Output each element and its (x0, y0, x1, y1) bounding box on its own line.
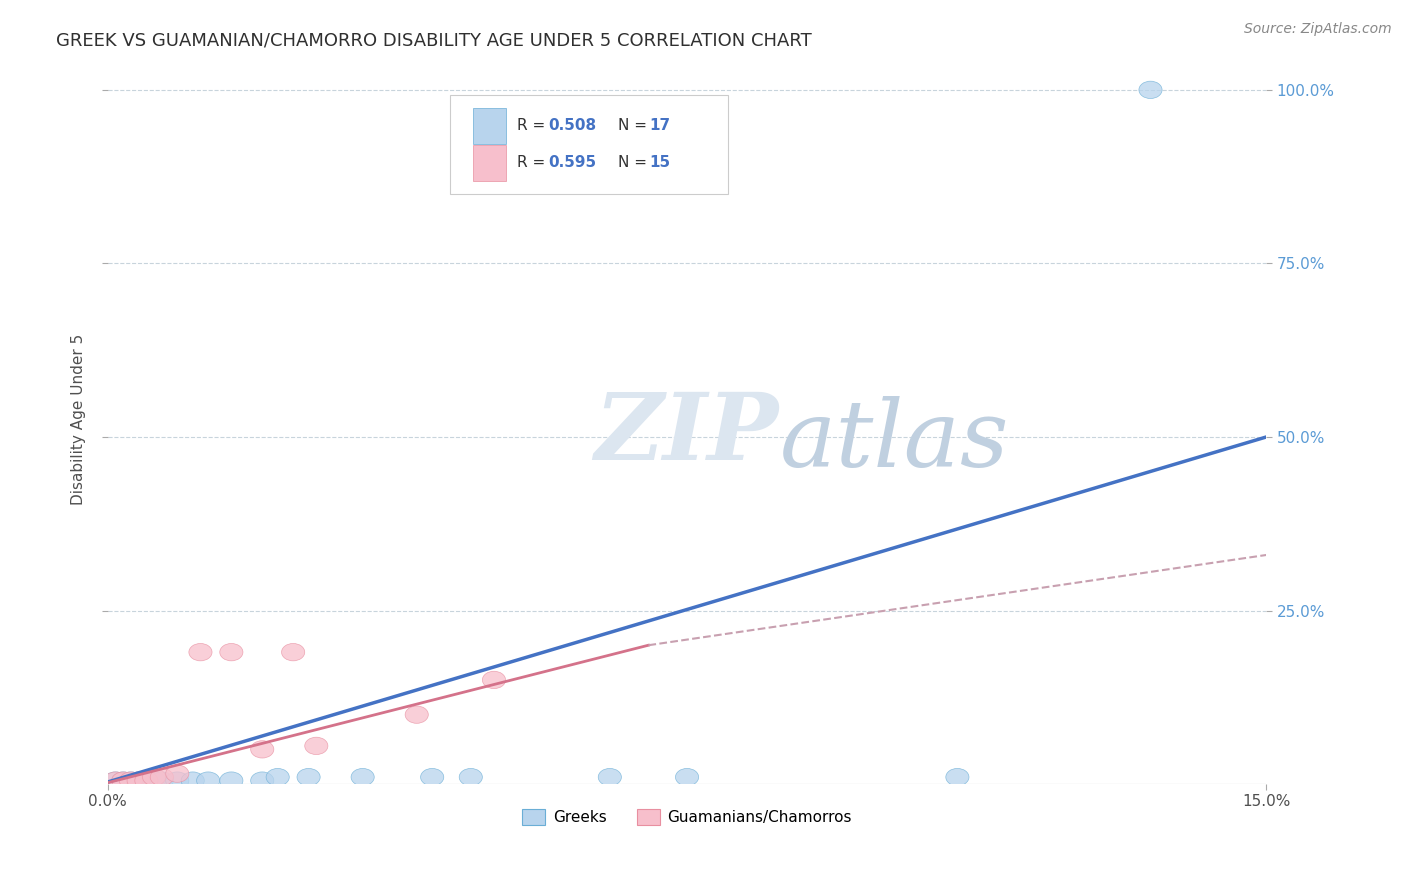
Ellipse shape (460, 768, 482, 786)
Ellipse shape (250, 772, 274, 789)
Ellipse shape (142, 768, 166, 786)
Ellipse shape (675, 768, 699, 786)
Text: 0.508: 0.508 (548, 119, 596, 133)
Ellipse shape (135, 772, 157, 789)
Ellipse shape (104, 772, 127, 789)
Ellipse shape (297, 768, 321, 786)
Ellipse shape (598, 768, 621, 786)
Ellipse shape (482, 672, 506, 689)
Ellipse shape (135, 772, 157, 789)
Legend: Greeks, Guamanians/Chamorros: Greeks, Guamanians/Chamorros (516, 803, 858, 831)
Ellipse shape (219, 643, 243, 661)
Text: N =: N = (617, 119, 651, 133)
Ellipse shape (111, 772, 135, 789)
Ellipse shape (166, 765, 188, 782)
Ellipse shape (352, 768, 374, 786)
Text: GREEK VS GUAMANIAN/CHAMORRO DISABILITY AGE UNDER 5 CORRELATION CHART: GREEK VS GUAMANIAN/CHAMORRO DISABILITY A… (56, 31, 813, 49)
Ellipse shape (150, 772, 173, 789)
Text: Source: ZipAtlas.com: Source: ZipAtlas.com (1244, 22, 1392, 37)
Ellipse shape (420, 768, 444, 786)
Ellipse shape (266, 768, 290, 786)
FancyBboxPatch shape (472, 145, 506, 180)
FancyBboxPatch shape (472, 108, 506, 145)
Ellipse shape (120, 772, 142, 789)
Y-axis label: Disability Age Under 5: Disability Age Under 5 (72, 334, 86, 505)
Ellipse shape (305, 737, 328, 755)
Ellipse shape (946, 768, 969, 786)
Ellipse shape (281, 643, 305, 661)
Ellipse shape (111, 772, 135, 789)
Text: N =: N = (617, 155, 651, 169)
Text: R =: R = (517, 119, 550, 133)
Ellipse shape (197, 772, 219, 789)
Ellipse shape (150, 768, 173, 786)
Ellipse shape (104, 772, 127, 789)
Ellipse shape (127, 772, 150, 789)
Text: atlas: atlas (780, 396, 1010, 486)
Ellipse shape (1139, 81, 1163, 98)
Text: 17: 17 (648, 119, 669, 133)
Text: R =: R = (517, 155, 550, 169)
Ellipse shape (250, 740, 274, 758)
Ellipse shape (142, 772, 166, 789)
Text: 15: 15 (648, 155, 669, 169)
Ellipse shape (188, 643, 212, 661)
Text: ZIP: ZIP (595, 389, 779, 479)
Ellipse shape (127, 772, 150, 789)
Ellipse shape (219, 772, 243, 789)
Text: 0.595: 0.595 (548, 155, 596, 169)
Ellipse shape (405, 706, 429, 723)
Ellipse shape (120, 772, 142, 789)
Ellipse shape (181, 772, 204, 789)
FancyBboxPatch shape (450, 95, 728, 194)
Ellipse shape (166, 772, 188, 789)
